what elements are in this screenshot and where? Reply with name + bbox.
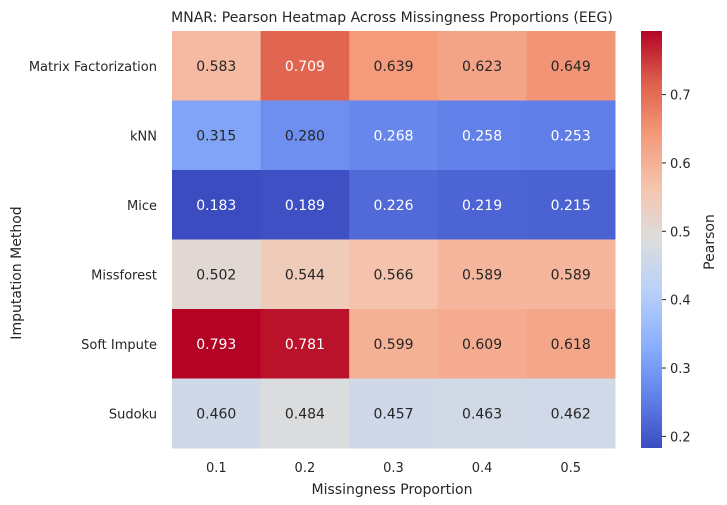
heatmap-cell — [260, 100, 350, 171]
heatmap-cell — [260, 378, 350, 449]
heatmap-cell — [172, 170, 262, 240]
colorbar-tick-label: 0.4 — [670, 294, 691, 309]
x-tick-label: 0.1 — [206, 461, 227, 476]
heatmap-cell — [437, 378, 527, 449]
cell-value-label: 0.315 — [196, 128, 236, 144]
cell-value-label: 0.253 — [551, 128, 591, 144]
colorbar-ticks: 0.2 0.3 0.4 0.5 0.6 0.7 — [662, 89, 691, 445]
colorbar-gradient — [641, 31, 662, 448]
x-axis-label: Missingness Proportion — [312, 482, 473, 498]
cell-value-label: 0.709 — [285, 59, 325, 75]
cell-value-label: 0.215 — [551, 198, 591, 214]
y-tick-label: Missforest — [91, 268, 157, 283]
x-tick-label: 0.3 — [383, 461, 404, 476]
heatmap-cell — [437, 309, 527, 379]
y-axis-label: Imputation Method — [9, 206, 25, 339]
cell-value-label: 0.544 — [285, 267, 325, 283]
heatmap-cell — [526, 239, 616, 310]
heatmap-cell — [349, 100, 439, 171]
heatmap-cell — [437, 170, 527, 240]
colorbar-tick-label: 0.7 — [670, 89, 691, 104]
heatmap-cell — [526, 31, 616, 101]
colorbar-label: Pearson — [702, 214, 718, 270]
cell-value-label: 0.268 — [373, 128, 413, 144]
heatmap-cell — [349, 239, 439, 310]
y-tick-label: Matrix Factorization — [29, 60, 157, 75]
heatmap-cell — [526, 170, 616, 240]
heatmap-cell — [349, 309, 439, 379]
colorbar-tick-label: 0.5 — [670, 225, 691, 240]
y-tick-label: Mice — [127, 199, 157, 214]
cell-value-label: 0.219 — [462, 198, 502, 214]
cell-value-label: 0.639 — [373, 59, 413, 75]
heatmap-cell — [349, 170, 439, 240]
heatmap-cell — [437, 100, 527, 171]
heatmap-cell — [260, 239, 350, 310]
x-tick-label: 0.4 — [472, 461, 493, 476]
y-tick-label: kNN — [130, 129, 157, 144]
y-tick-label: Sudoku — [109, 407, 157, 422]
heatmap-cells — [172, 31, 616, 449]
cell-value-label: 0.589 — [551, 267, 591, 283]
heatmap-cell — [526, 378, 616, 449]
cell-value-label: 0.226 — [373, 198, 413, 214]
cell-value-label: 0.609 — [462, 337, 502, 353]
y-tick-label: Soft Impute — [81, 338, 157, 353]
x-tick-label: 0.5 — [560, 461, 581, 476]
cell-value-labels: 0.583 0.709 0.639 0.623 0.649 0.315 0.280 0.268… — [196, 59, 590, 423]
heatmap-cell — [526, 100, 616, 171]
cell-value-label: 0.781 — [285, 337, 325, 353]
colorbar-tick-label: 0.6 — [670, 157, 691, 172]
cell-value-label: 0.502 — [196, 267, 236, 283]
heatmap-cell — [260, 309, 350, 379]
heatmap-cell — [437, 31, 527, 101]
cell-value-label: 0.258 — [462, 128, 502, 144]
cell-value-label: 0.462 — [551, 406, 591, 422]
cell-value-label: 0.183 — [196, 198, 236, 214]
chart-title: MNAR: Pearson Heatmap Across Missingness… — [171, 10, 613, 26]
cell-value-label: 0.189 — [285, 198, 325, 214]
heatmap-cell — [172, 239, 262, 310]
cell-value-label: 0.457 — [373, 406, 413, 422]
heatmap-cell — [172, 100, 262, 171]
cell-value-label: 0.463 — [462, 406, 502, 422]
heatmap-cell — [172, 309, 262, 379]
colorbar-tick-label: 0.2 — [670, 430, 691, 445]
y-tick-labels: Matrix Factorization kNN Mice Missforest Sof… — [29, 60, 157, 423]
cell-value-label: 0.460 — [196, 406, 236, 422]
cell-value-label: 0.618 — [551, 337, 591, 353]
heatmap-cell — [349, 378, 439, 449]
heatmap-cell — [437, 239, 527, 310]
cell-value-label: 0.793 — [196, 337, 236, 353]
cell-value-label: 0.599 — [373, 337, 413, 353]
heatmap-cell — [349, 31, 439, 101]
heatmap-cell — [260, 31, 350, 101]
cell-value-label: 0.566 — [373, 267, 413, 283]
cell-value-label: 0.583 — [196, 59, 236, 75]
heatmap-cell — [260, 170, 350, 240]
x-tick-label: 0.2 — [295, 461, 316, 476]
cell-value-label: 0.589 — [462, 267, 502, 283]
cell-value-label: 0.484 — [285, 406, 325, 422]
cell-value-label: 0.280 — [285, 128, 325, 144]
heatmap-cell — [172, 378, 262, 449]
x-tick-labels: 0.1 0.2 0.3 0.4 0.5 — [206, 461, 581, 476]
colorbar-tick-label: 0.3 — [670, 362, 691, 377]
heatmap-cell — [172, 31, 262, 101]
cell-value-label: 0.649 — [551, 59, 591, 75]
heatmap-cell — [526, 309, 616, 379]
cell-value-label: 0.623 — [462, 59, 502, 75]
colorbar: 0.2 0.3 0.4 0.5 0.6 0.7 Pearson — [641, 31, 718, 448]
